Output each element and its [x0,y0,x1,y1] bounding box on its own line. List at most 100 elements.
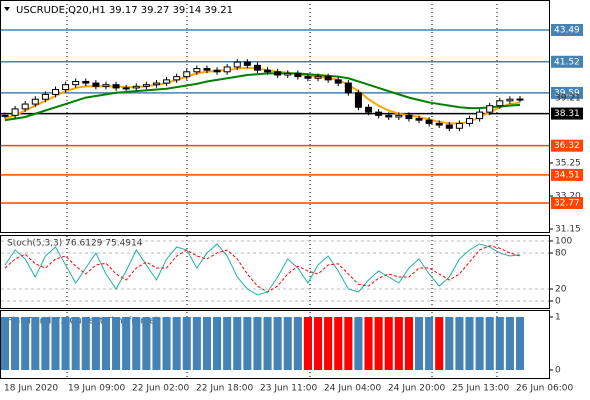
level-label: 41.52 [554,57,580,67]
ma-line [4,66,521,125]
trend-bar [162,317,171,370]
x-tick-label: 23 Jun 11:00 [260,384,317,394]
trend-bar [21,317,30,370]
trend-bar [101,317,111,370]
trend-bar [243,317,252,370]
trend-bar [61,317,70,370]
candle-body [102,84,110,87]
trend-bar [384,317,393,370]
trend-bar [404,317,413,370]
level-label: 36.32 [554,141,580,151]
trend-bar [152,317,161,370]
candle-body [334,79,342,84]
y-tick-label: 0 [555,297,561,307]
trend-bar [364,317,373,370]
x-tick-label: 22 Jun 02:00 [132,384,189,394]
candle-body [11,108,19,116]
trend-bar [515,317,525,370]
trend-bar [344,317,353,370]
candle-body [253,64,261,71]
candle-body [62,84,70,91]
trend-bar [122,317,131,370]
x-tick-label: 22 Jun 18:00 [196,384,253,394]
x-tick-label: 24 Jun 20:00 [388,384,445,394]
trend-panel [0,310,550,379]
candle-body [476,111,484,120]
trend-bar [394,317,403,370]
candle-body [516,98,524,101]
y-tick-label: 0 [555,366,561,376]
x-tick-label: 18 Jun 2020 [4,384,58,394]
trend-bar [435,317,444,370]
trend-bar [475,317,484,370]
trend-bar [425,317,434,370]
trend-bar [192,317,201,370]
candle-body [385,114,393,118]
trend-bar [31,317,40,370]
x-tick-label: 25 Jun 13:00 [452,384,509,394]
trend-bar [505,317,514,370]
candle-body [314,76,322,79]
candle-body [304,76,312,79]
candle-body [152,82,160,86]
trend-bar [172,317,181,370]
candle-body [233,61,241,68]
trend-bar [495,317,504,370]
y-tick-label: 33.20 [555,192,581,202]
candle-body [496,100,504,107]
trend-bar [334,317,343,370]
trend-bar [11,317,20,370]
candle-body [173,76,181,81]
x-tick-label: 19 Jun 09:00 [68,384,125,394]
candle-body [112,84,120,89]
trend-bar [445,317,454,370]
trend-bar [273,317,282,370]
y-tick-label: 20 [555,285,567,295]
trend-bar [485,317,494,370]
candle-body [395,114,403,118]
trend-bar [81,317,90,370]
stoch-panel [0,235,550,309]
y-tick-label: 35.25 [555,158,581,168]
y-tick-label: 100 [555,237,572,247]
level-label: 32.77 [554,198,580,208]
level-badge [551,24,583,37]
y-tick-label: 31.15 [555,225,581,235]
trend-bar [142,317,151,370]
x-tick-label: 26 Jun 06:00 [516,384,573,394]
candle-body [264,69,272,73]
ma-line [4,72,521,122]
level-badge [551,86,583,99]
candle-body [31,98,39,105]
candle-body [243,61,251,66]
trend-bar [182,317,191,370]
level-badge [551,107,583,120]
trend-bar [374,317,383,370]
level-badge [551,168,583,181]
candle-body [21,103,29,110]
candle-body [466,118,474,124]
trend-bar [314,317,323,370]
candle-body [203,68,211,71]
candle-body [41,93,49,100]
trend-bar [324,317,333,370]
candle-body [435,122,443,126]
candle-body [193,68,201,73]
trend-bar [283,317,292,370]
candle-body [132,85,140,89]
candle-body [344,82,352,94]
trend-bar [213,317,222,370]
level-label: 38.31 [554,109,580,119]
trend-bar [91,317,100,370]
trend-bar [253,317,262,370]
main-panel [0,0,550,233]
y-tick-label: 1 [555,313,561,323]
candle-body [163,79,171,84]
candle-body [183,71,191,78]
trend-bar [132,317,141,370]
trend-bar [293,317,302,370]
trend-bar [455,317,464,370]
stoch-line [4,243,521,296]
candle-body [72,80,80,86]
trend-bar [303,317,312,370]
